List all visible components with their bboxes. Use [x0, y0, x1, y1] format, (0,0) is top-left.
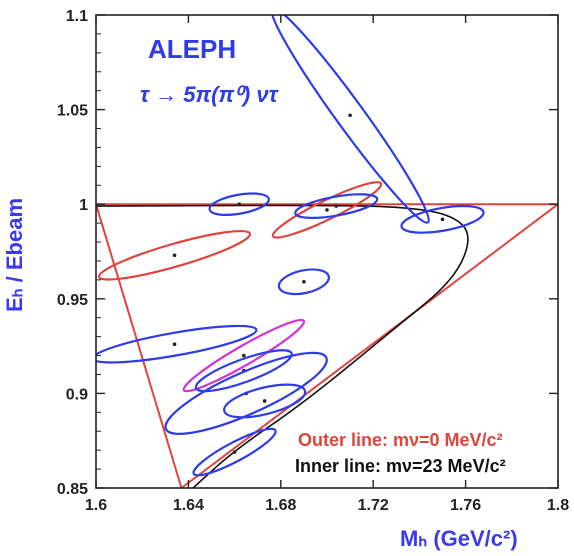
- event-ellipses: [96, 15, 485, 477]
- event-ellipse: [164, 351, 328, 435]
- outer-boundary-line: [96, 203, 558, 488]
- event-ellipse: [194, 349, 293, 393]
- event-point: [172, 253, 177, 258]
- y-tick-label: 1.05: [57, 103, 88, 120]
- event-point: [262, 399, 267, 403]
- x-tick-label: 1.76: [450, 497, 481, 514]
- y-tick-label: 1: [79, 197, 88, 214]
- event-ellipse: [277, 268, 330, 296]
- y-tick-label: 0.9: [66, 386, 88, 403]
- inner-boundary-line: [96, 204, 469, 488]
- y-axis-title: Eₕ / Ebeam: [2, 198, 27, 312]
- event-ellipse: [96, 324, 258, 364]
- event-point: [172, 342, 177, 347]
- event-ellipse: [97, 229, 252, 281]
- event-ellipse: [270, 15, 430, 224]
- x-tick-label: 1.68: [265, 497, 296, 514]
- event-point: [242, 353, 246, 358]
- event-point: [232, 450, 237, 454]
- x-tick-label: 1.72: [358, 497, 389, 514]
- event-point: [325, 208, 329, 212]
- legend-inner-line: Inner line: mν=23 MeV/c²: [295, 456, 506, 476]
- y-tick-label: 0.95: [57, 292, 88, 309]
- annotation-process: τ → 5π(π⁰) ντ: [140, 82, 279, 107]
- y-tick-label: 1.1: [66, 8, 88, 25]
- event-ellipse: [271, 181, 383, 239]
- boundary-curves: [96, 203, 558, 488]
- event-ellipse: [208, 192, 270, 216]
- event-ellipse: [223, 383, 307, 419]
- plot-frame: [95, 14, 559, 489]
- x-tick-label: 1.6: [85, 497, 107, 514]
- event-ellipse: [182, 318, 306, 393]
- event-point: [334, 204, 339, 208]
- event-point: [302, 279, 306, 284]
- axis-ticks: 1.6 1.64 1.68 1.72 1.76 1.8 0.85 0.9 0.95 1 1.05 1.…: [57, 8, 569, 514]
- x-tick-label: 1.64: [173, 497, 204, 514]
- y-tick-label: 0.85: [57, 481, 88, 498]
- event-ellipse: [192, 427, 277, 477]
- x-tick-label: 1.8: [547, 497, 569, 514]
- event-point: [237, 202, 242, 206]
- event-point: [440, 217, 445, 222]
- x-axis-title: Mₕ (GeV/c²): [400, 526, 518, 551]
- annotation-experiment: ALEPH: [148, 34, 236, 64]
- event-ellipse: [400, 204, 485, 234]
- event-point: [348, 113, 352, 118]
- event-ellipse: [294, 193, 379, 219]
- legend-outer-line: Outer line: mν=0 MeV/c²: [298, 430, 503, 450]
